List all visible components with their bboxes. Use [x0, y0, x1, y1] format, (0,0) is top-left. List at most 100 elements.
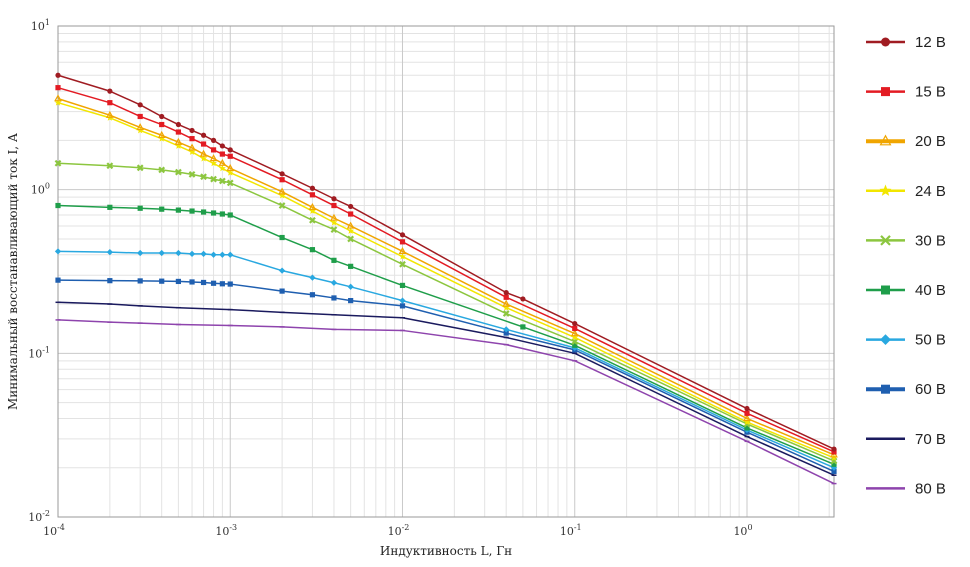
y-axis-ticks: 10-2 10-1 100 101	[28, 18, 50, 524]
data-point	[218, 164, 226, 172]
x-tick-label: 10-1	[560, 523, 582, 538]
data-point	[174, 142, 182, 149]
legend-marker	[879, 134, 892, 146]
data-point	[200, 154, 208, 162]
data-point	[744, 425, 750, 431]
data-point	[308, 202, 317, 211]
data-point	[278, 202, 286, 209]
data-point	[159, 121, 165, 128]
data-point	[55, 72, 61, 78]
data-point	[330, 213, 338, 221]
data-point	[278, 267, 286, 274]
y-axis-title: Минимальный восстанавливающий ток I, А	[6, 133, 20, 410]
data-point	[399, 303, 406, 309]
data-point	[399, 297, 406, 304]
data-point	[106, 162, 114, 170]
data-point	[227, 281, 233, 287]
data-point	[55, 277, 61, 283]
legend-item: 50 В	[866, 332, 946, 349]
data-point	[137, 113, 143, 120]
data-point	[331, 295, 337, 301]
minor-gridlines	[58, 26, 834, 517]
data-point	[210, 251, 217, 258]
legend-marker	[881, 37, 890, 47]
data-point	[399, 282, 406, 289]
legend-label: 12 В	[915, 34, 946, 51]
data-point	[330, 218, 338, 226]
x-tick-label: 10-3	[215, 523, 237, 538]
data-point	[189, 127, 195, 134]
data-point	[227, 212, 233, 218]
data-point	[188, 148, 196, 155]
data-point	[159, 113, 165, 120]
series-line	[57, 319, 835, 485]
data-point	[570, 329, 579, 337]
data-point	[159, 206, 165, 212]
data-point	[209, 154, 218, 162]
data-point	[831, 468, 837, 474]
data-point	[744, 410, 750, 416]
data-point	[571, 333, 579, 341]
data-point	[572, 320, 578, 327]
data-point	[831, 449, 837, 455]
legend-marker	[880, 235, 891, 246]
x-tick-label: 10-2	[388, 523, 410, 538]
data-point	[331, 196, 337, 202]
data-point	[54, 99, 62, 106]
data-point	[744, 405, 750, 412]
data-point	[330, 226, 338, 233]
data-point	[399, 232, 406, 238]
data-point	[226, 163, 235, 172]
data-point	[503, 326, 510, 333]
legend-item: 30 В	[866, 232, 946, 249]
data-point	[502, 299, 511, 307]
data-point	[831, 446, 837, 452]
data-point	[743, 418, 751, 426]
data-point	[136, 123, 145, 131]
data-point	[175, 121, 181, 128]
y-tick-label: 100	[31, 182, 50, 197]
series-group	[55, 202, 837, 467]
data-point	[210, 175, 217, 183]
data-point	[200, 132, 207, 138]
legend-label: 50 В	[915, 332, 946, 349]
legend-marker	[881, 87, 890, 97]
legend-item: 15 В	[866, 84, 946, 101]
data-point	[219, 251, 226, 258]
data-point	[200, 141, 207, 147]
data-point	[502, 310, 510, 317]
data-point	[308, 207, 316, 215]
legend-label: 80 В	[915, 480, 946, 497]
data-point	[137, 249, 144, 257]
data-point	[227, 147, 233, 153]
legend-marker	[881, 384, 890, 394]
data-point	[200, 209, 207, 215]
data-point	[54, 159, 62, 167]
legend-label: 30 В	[915, 232, 946, 249]
data-point	[210, 147, 217, 153]
y-tick-label: 101	[31, 18, 50, 33]
data-point	[159, 278, 165, 284]
data-point	[188, 170, 196, 178]
data-point	[226, 179, 234, 187]
data-point	[219, 143, 225, 149]
legend-item: 70 В	[866, 431, 946, 448]
data-point	[309, 292, 316, 298]
data-point	[210, 159, 218, 167]
data-point	[105, 110, 114, 118]
data-point	[278, 187, 286, 195]
data-point	[107, 204, 113, 210]
data-point	[218, 177, 226, 185]
data-point	[309, 185, 316, 191]
data-point	[107, 88, 113, 94]
data-point	[200, 250, 207, 258]
data-point	[55, 85, 61, 91]
data-point	[210, 210, 217, 216]
legend-label: 60 В	[915, 381, 946, 398]
legend-label: 70 В	[915, 431, 946, 448]
legend-item: 80 В	[866, 480, 946, 497]
data-point	[189, 136, 195, 142]
series-group	[55, 85, 837, 455]
series-group	[55, 277, 837, 474]
data-point	[137, 278, 143, 284]
